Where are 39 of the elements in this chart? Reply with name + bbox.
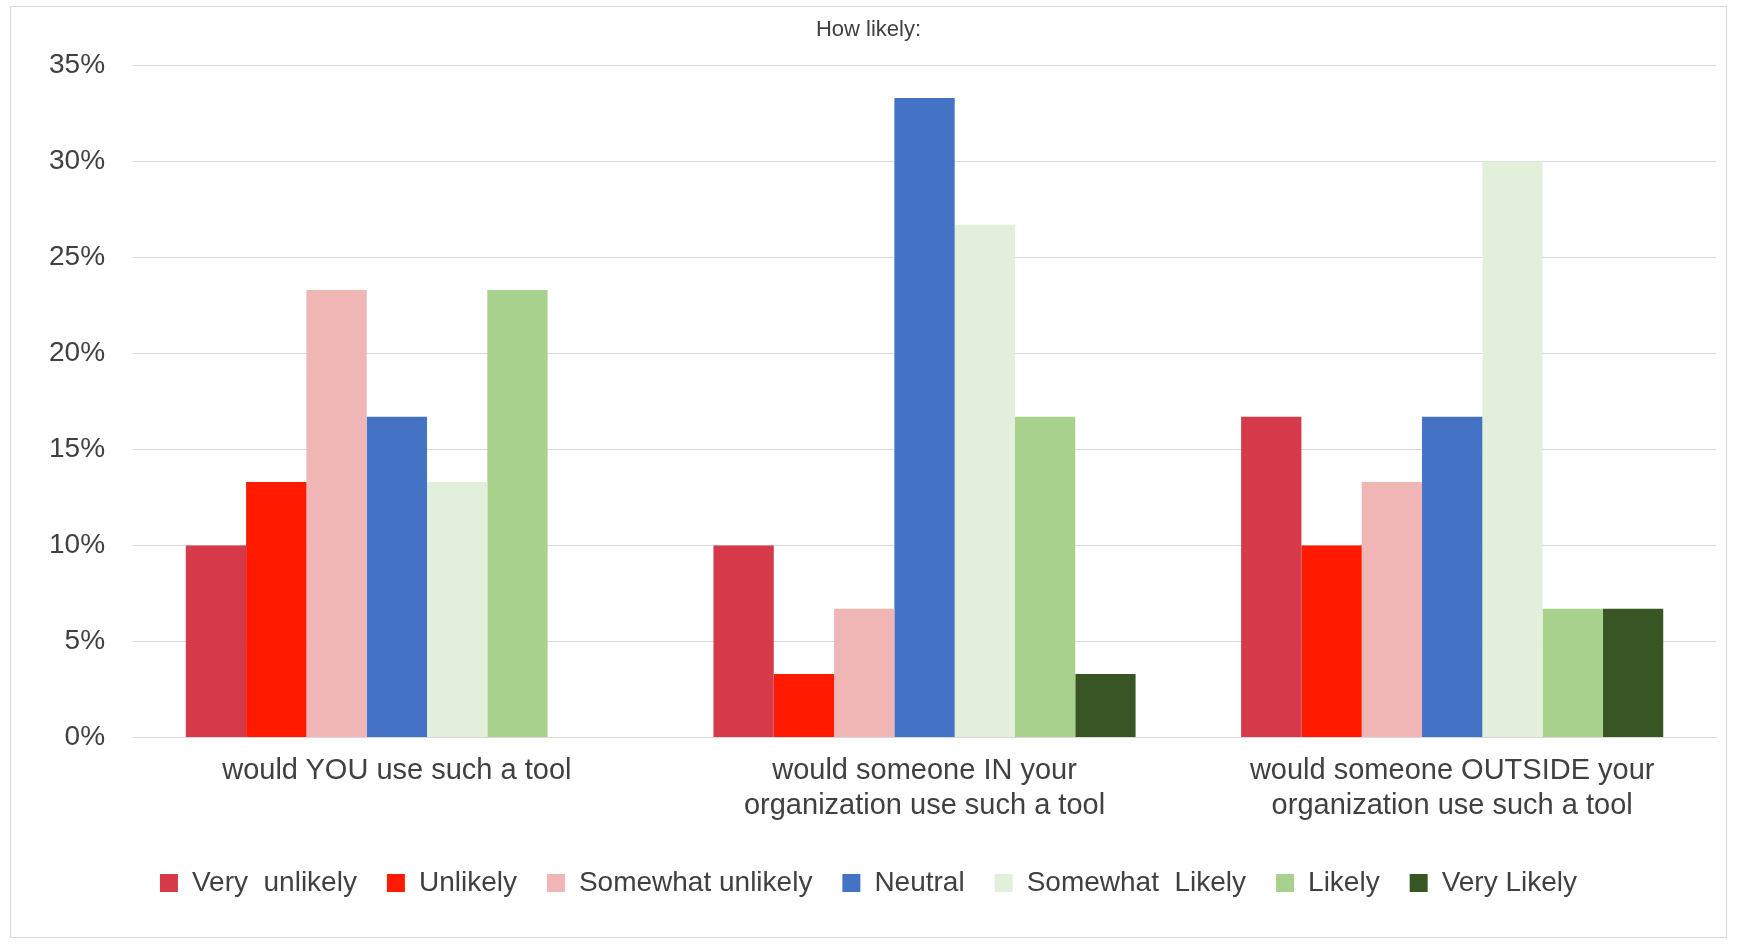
bar [366,416,428,737]
bar [713,545,774,737]
bar [1075,674,1136,737]
bar [773,674,835,737]
bar [1014,416,1076,737]
bar [306,290,367,737]
y-tick-label: 15% [48,432,106,464]
bar [246,482,307,737]
y-tick-label: 30% [48,144,106,176]
bar [834,608,895,737]
x-tick-label: would someone OUTSIDE your organization use such a tool [1248,752,1655,820]
bar [894,98,955,737]
x-tick-label: would YOU use such a tool [221,752,572,785]
y-tick-label: 0% [64,720,106,752]
bar [1482,161,1543,737]
y-tick-label: 10% [48,528,106,560]
legend-label: Somewhat unlikely [578,865,813,897]
bar [1542,608,1603,737]
y-tick-label: 25% [48,240,106,272]
bar [487,290,548,737]
y-tick-label: 35% [48,48,106,80]
bar [185,545,247,737]
bar [1361,482,1423,737]
bar [1241,416,1302,737]
chart-title: How likely: [815,16,922,42]
bar [1602,608,1664,737]
x-tick-label: would someone IN your organization use such a tool [743,752,1106,820]
bar [427,482,488,737]
bar [1301,545,1362,737]
legend-label: Likely [1308,865,1380,897]
bar [954,224,1015,737]
legend-label: Somewhat Likely [1026,865,1247,897]
y-tick-label: 5% [64,624,106,656]
legend-label: Very unlikely [191,865,357,897]
bar [1422,416,1483,737]
y-tick-label: 20% [48,336,106,368]
legend-label: Very Likely [1441,865,1578,897]
legend-label: Neutral [874,865,965,897]
legend-label: Unlikely [418,865,517,897]
